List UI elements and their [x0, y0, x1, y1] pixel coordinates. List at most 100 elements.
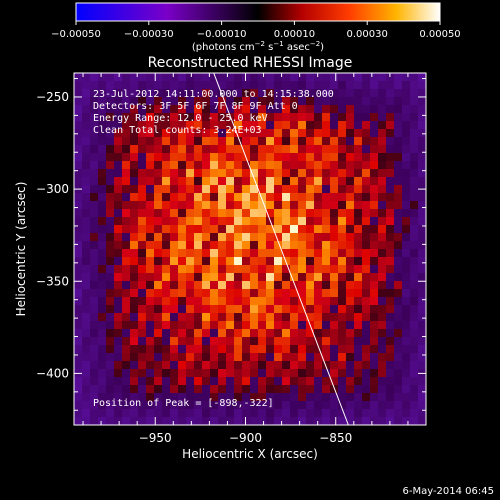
heatmap-cell — [386, 105, 395, 114]
heatmap-cell — [226, 105, 235, 114]
heatmap-cell — [394, 345, 403, 354]
heatmap-cell — [298, 217, 307, 226]
heatmap-cell — [282, 193, 291, 202]
heatmap-cell — [274, 153, 283, 162]
heatmap-cell — [114, 353, 123, 362]
heatmap-cell — [114, 193, 123, 202]
heatmap-cell — [290, 113, 299, 122]
heatmap-cell — [354, 289, 363, 298]
heatmap-cell — [90, 137, 99, 146]
heatmap-cell — [410, 393, 419, 402]
heatmap-cell — [178, 185, 187, 194]
heatmap-cell — [194, 265, 203, 274]
heatmap-cell — [314, 201, 323, 210]
heatmap-cell — [306, 417, 315, 425]
heatmap-cell — [170, 401, 179, 410]
heatmap-cell — [146, 177, 155, 186]
heatmap-cell — [338, 233, 347, 242]
heatmap-cell — [418, 401, 426, 410]
heatmap-cell — [234, 393, 243, 402]
heatmap-cell — [266, 241, 275, 250]
heatmap-cell — [386, 273, 395, 282]
heatmap-cell — [186, 321, 195, 330]
heatmap-cell — [378, 361, 387, 370]
heatmap-cell — [226, 73, 235, 82]
heatmap-cell — [82, 273, 91, 282]
heatmap-cell — [170, 321, 179, 330]
heatmap-cell — [378, 369, 387, 378]
heatmap-cell — [194, 233, 203, 242]
heatmap-cell — [170, 329, 179, 338]
heatmap-cell — [146, 89, 155, 98]
heatmap-cell — [154, 329, 163, 338]
heatmap-cell — [362, 337, 371, 346]
heatmap-cell — [194, 345, 203, 354]
heatmap-cell — [370, 377, 379, 386]
heatmap-cell — [106, 201, 115, 210]
heatmap-cell — [346, 249, 355, 258]
heatmap-cell — [90, 273, 99, 282]
heatmap-cell — [266, 169, 275, 178]
heatmap-cell — [186, 153, 195, 162]
heatmap-cell — [154, 129, 163, 138]
heatmap-cell — [298, 225, 307, 234]
heatmap-cell — [330, 353, 339, 362]
heatmap-cell — [322, 73, 331, 82]
heatmap-cell — [146, 201, 155, 210]
heatmap-cell — [410, 201, 419, 210]
heatmap-cell — [418, 305, 426, 314]
heatmap-cell — [162, 137, 171, 146]
heatmap-cell — [354, 161, 363, 170]
heatmap-cell — [178, 385, 187, 394]
heatmap-cell — [402, 273, 411, 282]
heatmap-cell — [314, 209, 323, 218]
heatmap-cell — [106, 145, 115, 154]
heatmap-cell — [386, 161, 395, 170]
heatmap-cell — [114, 281, 123, 290]
heatmap-cell — [138, 233, 147, 242]
heatmap-cell — [138, 81, 147, 90]
heatmap-cell — [274, 281, 283, 290]
heatmap-cell — [106, 193, 115, 202]
heatmap-cell — [282, 153, 291, 162]
heatmap-cell — [290, 249, 299, 258]
heatmap-cell — [258, 417, 267, 425]
heatmap-cell — [146, 353, 155, 362]
heatmap-cell — [218, 145, 227, 154]
heatmap-cell — [98, 409, 107, 418]
heatmap-cell — [354, 121, 363, 130]
heatmap-cell — [266, 209, 275, 218]
heatmap-cell — [290, 313, 299, 322]
heatmap-cell — [186, 217, 195, 226]
heatmap-cell — [242, 297, 251, 306]
heatmap-cell — [114, 89, 123, 98]
heatmap-cell — [250, 137, 259, 146]
heatmap-cell — [138, 345, 147, 354]
heatmap-cell — [154, 89, 163, 98]
heatmap-cell — [90, 161, 99, 170]
heatmap-cell — [218, 217, 227, 226]
heatmap-cell — [362, 265, 371, 274]
heatmap-cell — [250, 113, 259, 122]
heatmap-cell — [306, 177, 315, 186]
heatmap-cell — [114, 153, 123, 162]
heatmap-cell — [146, 233, 155, 242]
heatmap-cell — [354, 201, 363, 210]
heatmap-cell — [234, 145, 243, 154]
heatmap-cell — [386, 137, 395, 146]
heatmap-cell — [330, 313, 339, 322]
heatmap-cell — [186, 129, 195, 138]
heatmap-cell — [154, 201, 163, 210]
heatmap-cell — [114, 233, 123, 242]
heatmap-cell — [178, 289, 187, 298]
heatmap-cell — [154, 121, 163, 130]
heatmap-cell — [194, 81, 203, 90]
heatmap-cell — [338, 217, 347, 226]
heatmap-cell — [418, 177, 426, 186]
colorbar-ticks: −0.00050 −0.00030 −0.00010 0.00010 0.00030 0.… — [51, 21, 461, 40]
heatmap-cell — [138, 73, 147, 82]
heatmap-cell — [306, 353, 315, 362]
heatmap-cell — [322, 409, 331, 418]
heatmap-cell — [338, 169, 347, 178]
heatmap-cell — [186, 177, 195, 186]
